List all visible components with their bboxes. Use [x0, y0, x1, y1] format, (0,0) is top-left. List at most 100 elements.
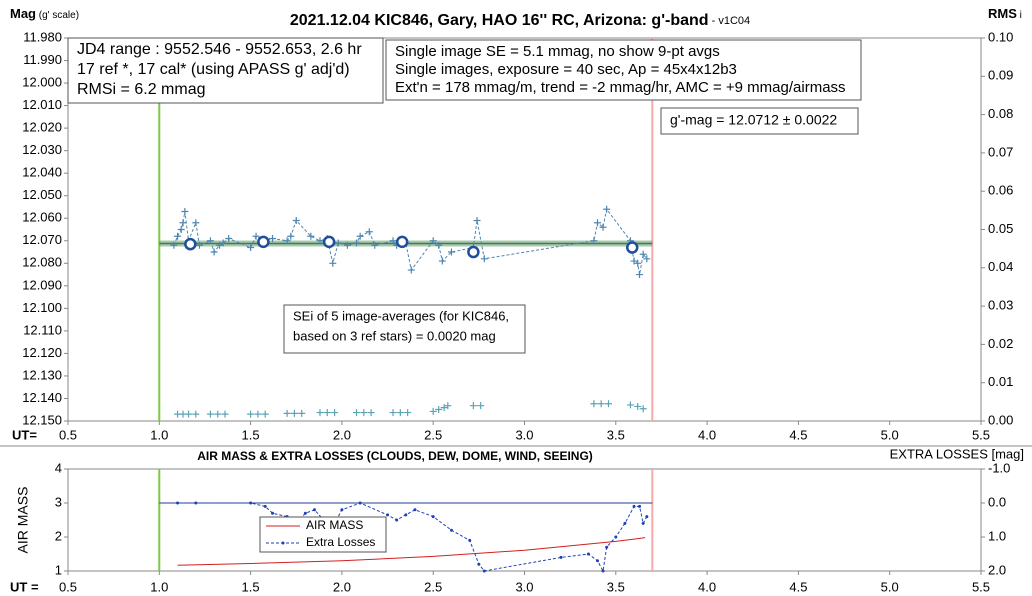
y-tick-label: 12.040 [22, 165, 62, 180]
point [643, 255, 651, 263]
point [249, 501, 253, 505]
point [630, 257, 638, 265]
point [638, 504, 642, 508]
y-axis-label: AIR MASS [15, 487, 31, 554]
x-tick-label: 1.5 [242, 427, 260, 442]
x-axis-label: UT = [10, 579, 39, 594]
y-tick-label: 2 [55, 528, 62, 543]
point [194, 501, 198, 505]
x-tick-label: 4.0 [698, 427, 716, 442]
average-point [257, 235, 270, 249]
y2-tick-label: 0.02 [988, 336, 1013, 351]
point [365, 228, 373, 236]
point [206, 237, 214, 245]
point [192, 219, 200, 227]
point [634, 402, 642, 410]
point [404, 513, 408, 517]
point [396, 409, 404, 417]
average-point [184, 237, 197, 251]
y-tick-label: 12.080 [22, 255, 62, 270]
point [639, 405, 647, 413]
point [216, 241, 224, 249]
point [176, 501, 180, 505]
x-tick-label: 2.5 [424, 427, 442, 442]
point [404, 409, 412, 417]
x-tick-label: 4.5 [789, 427, 807, 442]
annotation-text: SEi of 5 image-averages (for KIC846, [293, 308, 509, 323]
y2-axis-label: EXTRA LOSSES [mag] [890, 446, 1024, 461]
point [386, 513, 390, 517]
x-tick-label: 2.0 [333, 427, 351, 442]
average-point [625, 241, 639, 254]
point [323, 409, 331, 417]
point [316, 237, 324, 245]
point [329, 259, 337, 267]
x-tick-label: 3.0 [515, 427, 533, 442]
x-tick-label: 5.5 [972, 579, 990, 594]
legend-box [259, 516, 387, 553]
point [468, 538, 472, 542]
point [636, 271, 644, 279]
point [367, 409, 375, 417]
y-tick-label: 12.150 [22, 412, 62, 427]
y-tick-label: 12.120 [22, 345, 62, 360]
x-tick-label: 2.0 [333, 579, 351, 594]
point [389, 409, 397, 417]
point [225, 235, 233, 243]
subtitle: - v1C04 [709, 15, 751, 27]
point [634, 259, 642, 267]
point [292, 216, 300, 224]
y2-tick-label: 0.07 [988, 144, 1013, 159]
point [254, 410, 262, 418]
x-tick-label: 1.5 [242, 579, 260, 594]
y-tick-label: 12.110 [23, 322, 62, 337]
y-tick-label: 12.130 [22, 367, 62, 382]
point [263, 504, 267, 508]
annotation-text: based on 3 ref stars) = 0.0020 mag [293, 328, 496, 343]
point [626, 401, 634, 409]
point [444, 402, 452, 410]
point [440, 404, 448, 412]
point [371, 241, 379, 249]
y2-label-sub: i [1017, 10, 1022, 21]
y-tick-label: 1 [55, 562, 62, 577]
annotation-text: JD4 range : 9552.546 - 9552.653, 2.6 hr [77, 41, 362, 58]
average-point [467, 245, 480, 259]
point [480, 255, 488, 263]
point [559, 555, 563, 559]
y-tick-label: 12.030 [22, 142, 62, 157]
chart-title: AIR MASS & EXTRA LOSSES (CLOUDS, DEW, DO… [197, 449, 593, 463]
x-tick-label: 3.5 [607, 427, 625, 442]
x-tick-label: 0.5 [59, 427, 77, 442]
y2-tick-label: 0.0 [988, 494, 1006, 509]
x-tick-label: 1.0 [150, 427, 168, 442]
y2-tick-label: 0.00 [988, 412, 1013, 427]
point [639, 250, 647, 258]
y2-tick-label: 0.03 [988, 298, 1013, 313]
point [179, 219, 187, 227]
point [298, 409, 306, 417]
chart-title: 2021.12.04 KIC846, Gary, HAO 16'' RC, Ar… [290, 12, 750, 29]
point [307, 232, 315, 240]
point [623, 521, 627, 525]
point [429, 407, 437, 415]
legend-label: AIR MASS [306, 518, 363, 532]
x-tick-label: 4.5 [789, 579, 807, 594]
point [252, 232, 260, 240]
point [435, 406, 443, 414]
annotation-text: RMSi = 6.2 mmag [77, 81, 205, 98]
legend-label: Extra Losses [306, 535, 375, 549]
annotation-box [385, 39, 862, 101]
annotation-text: 17 ref *, 17 cal* (using APASS g' adj'd) [77, 61, 350, 78]
point [192, 410, 200, 418]
point [590, 237, 598, 245]
average-point [395, 235, 409, 249]
y-tick-label: 11.980 [23, 29, 62, 44]
y-label: Mag [10, 6, 36, 21]
y2-tick-label: 0.01 [988, 374, 1013, 389]
point [219, 239, 227, 247]
y2-tick-label: 0.06 [988, 183, 1013, 198]
point [174, 232, 182, 240]
point [477, 562, 481, 566]
annotation-box [660, 107, 859, 135]
